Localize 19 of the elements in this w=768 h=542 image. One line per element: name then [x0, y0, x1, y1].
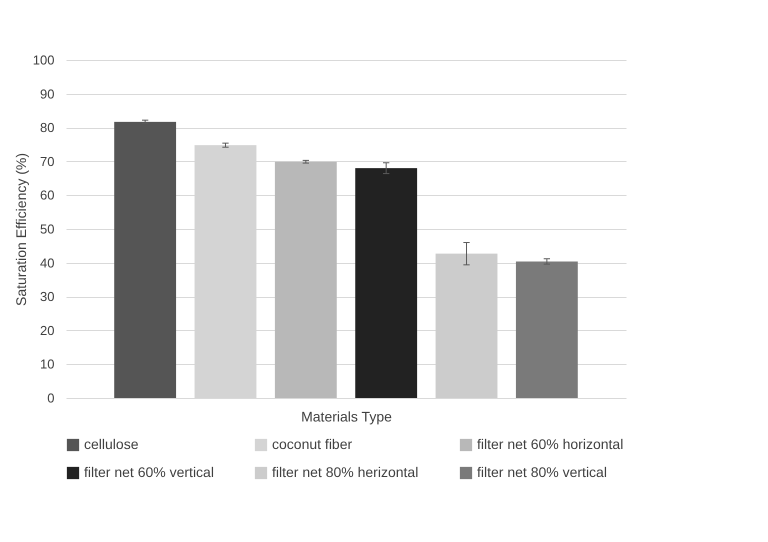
y-tick-label: 90: [40, 86, 54, 102]
y-tick-label: 0: [47, 390, 54, 406]
legend-label: filter net 60% vertical: [84, 464, 214, 480]
y-tick-label: 10: [40, 356, 54, 372]
y-tick-label: 40: [40, 255, 54, 270]
y-tick-label: 20: [40, 322, 54, 338]
y-tick-label: 80: [40, 120, 54, 136]
x-axis-title: Materials Type: [301, 408, 392, 424]
y-tick-label: 100: [32, 52, 54, 68]
y-tick-label: 50: [40, 222, 54, 236]
y-tick-label: 30: [40, 289, 54, 304]
legend-label: filter net 80% vertical: [477, 464, 607, 480]
legend-label: coconut fiber: [272, 436, 352, 452]
legend-label: cellulose: [84, 436, 139, 452]
legend-label: filter net 80% herizontal: [272, 464, 418, 480]
y-tick-label: 70: [40, 154, 54, 169]
legend-label: filter net 60% horizontal: [477, 436, 624, 452]
y-tick-label: 60: [40, 188, 54, 203]
y-axis-title: Saturation Efficiency (%): [12, 152, 29, 306]
